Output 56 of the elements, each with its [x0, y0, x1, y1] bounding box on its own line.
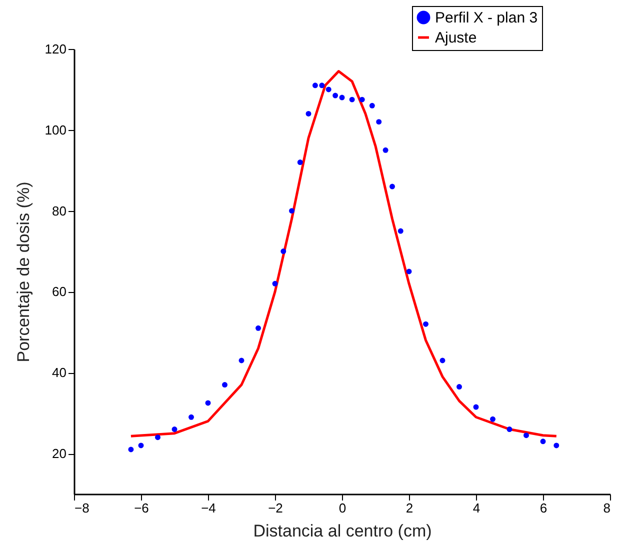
legend-label: Perfil X - plan 3	[435, 10, 538, 26]
x-tick-label: 4	[472, 500, 480, 516]
y-tick-label: 100	[44, 122, 66, 138]
point	[155, 434, 160, 440]
point	[312, 82, 318, 88]
point	[390, 184, 395, 190]
point	[473, 404, 479, 410]
point	[326, 86, 332, 92]
x-tick-label: 6	[540, 500, 548, 516]
point	[440, 358, 446, 364]
point	[456, 384, 462, 390]
point	[256, 325, 261, 331]
x-tick-label: 0	[338, 500, 346, 516]
x-tick-label: −6	[134, 500, 149, 516]
y-tick-label: 40	[52, 365, 66, 380]
point	[369, 102, 375, 108]
point	[306, 110, 312, 116]
y-tick-label: 80	[52, 203, 66, 218]
point	[554, 442, 560, 448]
point	[188, 414, 194, 420]
y-tick-label: 120	[44, 42, 66, 56]
point	[506, 426, 512, 432]
point	[382, 147, 388, 153]
point	[376, 119, 382, 125]
point	[138, 442, 144, 448]
point	[524, 432, 529, 438]
legend-label: Ajuste	[435, 30, 477, 46]
point	[289, 208, 294, 214]
point	[280, 248, 286, 254]
point	[238, 358, 244, 364]
line-series	[130, 70, 558, 438]
point	[332, 92, 338, 98]
y-tick-label: 60	[52, 284, 66, 300]
point	[423, 321, 428, 327]
x-tick-label: 2	[406, 500, 414, 516]
x-tick-label: −2	[268, 500, 283, 516]
point	[205, 400, 211, 406]
point	[272, 280, 278, 286]
y-axis-title: Porcentaje de dosis (%)	[14, 182, 33, 362]
point	[359, 96, 365, 102]
point	[339, 94, 345, 100]
y-tick-label: 20	[52, 446, 66, 462]
point	[172, 426, 178, 432]
point	[222, 382, 228, 388]
point	[406, 268, 412, 274]
point	[398, 228, 404, 234]
x-axis-title: Distancia al centro (cm)	[253, 522, 432, 540]
x-tick-label: −4	[201, 500, 216, 516]
x-tick-label: 8	[603, 500, 610, 516]
point	[128, 446, 134, 452]
point	[297, 160, 303, 166]
point	[319, 82, 325, 88]
point	[349, 96, 355, 102]
point	[540, 438, 546, 444]
point	[490, 416, 496, 422]
x-tick-label: −8	[74, 500, 90, 516]
